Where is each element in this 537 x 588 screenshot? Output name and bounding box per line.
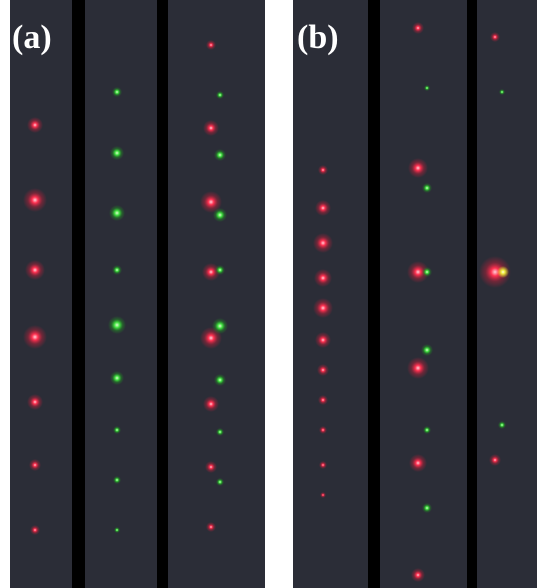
light-spot [422, 183, 432, 193]
strip [380, 0, 467, 588]
light-spot [206, 40, 216, 50]
light-spot [213, 208, 227, 222]
panel-b [293, 0, 537, 588]
light-spot [409, 454, 427, 472]
panel-label: (b) [297, 19, 339, 56]
light-spot [214, 149, 226, 161]
light-spot [422, 503, 432, 513]
panel-a [10, 0, 265, 588]
light-spot [319, 426, 327, 434]
light-spot [23, 325, 47, 349]
light-spot [490, 32, 500, 42]
light-spot [498, 421, 506, 429]
light-spot [23, 188, 47, 212]
light-spot [25, 260, 45, 280]
strip [293, 0, 368, 588]
panel-label: (a) [12, 19, 52, 56]
light-spot [314, 269, 332, 287]
light-spot [315, 332, 331, 348]
light-spot [407, 357, 429, 379]
light-spot [203, 120, 219, 136]
strip [168, 0, 265, 588]
light-spot [110, 146, 124, 160]
light-spot [421, 344, 433, 356]
light-spot [203, 396, 219, 412]
light-spot [214, 374, 226, 386]
light-spot [27, 117, 43, 133]
light-spot [313, 298, 333, 318]
light-spot [109, 205, 125, 221]
light-spot [423, 426, 431, 434]
light-spot [113, 476, 121, 484]
strip [10, 0, 72, 588]
light-spot [27, 394, 43, 410]
light-spot [216, 428, 224, 436]
light-spot [320, 492, 326, 498]
light-spot [216, 478, 224, 486]
light-spot [216, 91, 224, 99]
light-spot [319, 461, 327, 469]
light-spot [318, 395, 328, 405]
light-spot [489, 454, 501, 466]
light-spot [113, 426, 121, 434]
light-spot [412, 22, 424, 34]
light-spot [422, 267, 432, 277]
light-spot [112, 87, 122, 97]
light-spot [114, 527, 120, 533]
strip [477, 0, 537, 588]
light-spot [424, 85, 430, 91]
light-spot [110, 371, 124, 385]
light-spot [205, 461, 217, 473]
light-spot [499, 89, 505, 95]
light-spot [497, 266, 509, 278]
light-spot [206, 522, 216, 532]
light-spot [212, 318, 228, 334]
light-spot [108, 316, 126, 334]
light-spot [215, 265, 225, 275]
light-spot [112, 265, 122, 275]
light-spot [315, 200, 331, 216]
light-spot [30, 525, 40, 535]
light-spot [29, 459, 41, 471]
light-spot [313, 233, 333, 253]
strip [85, 0, 157, 588]
light-spot [408, 158, 428, 178]
figure: (a) (b) [0, 0, 537, 588]
light-spot [411, 568, 425, 582]
light-spot [317, 364, 329, 376]
light-spot [318, 165, 328, 175]
